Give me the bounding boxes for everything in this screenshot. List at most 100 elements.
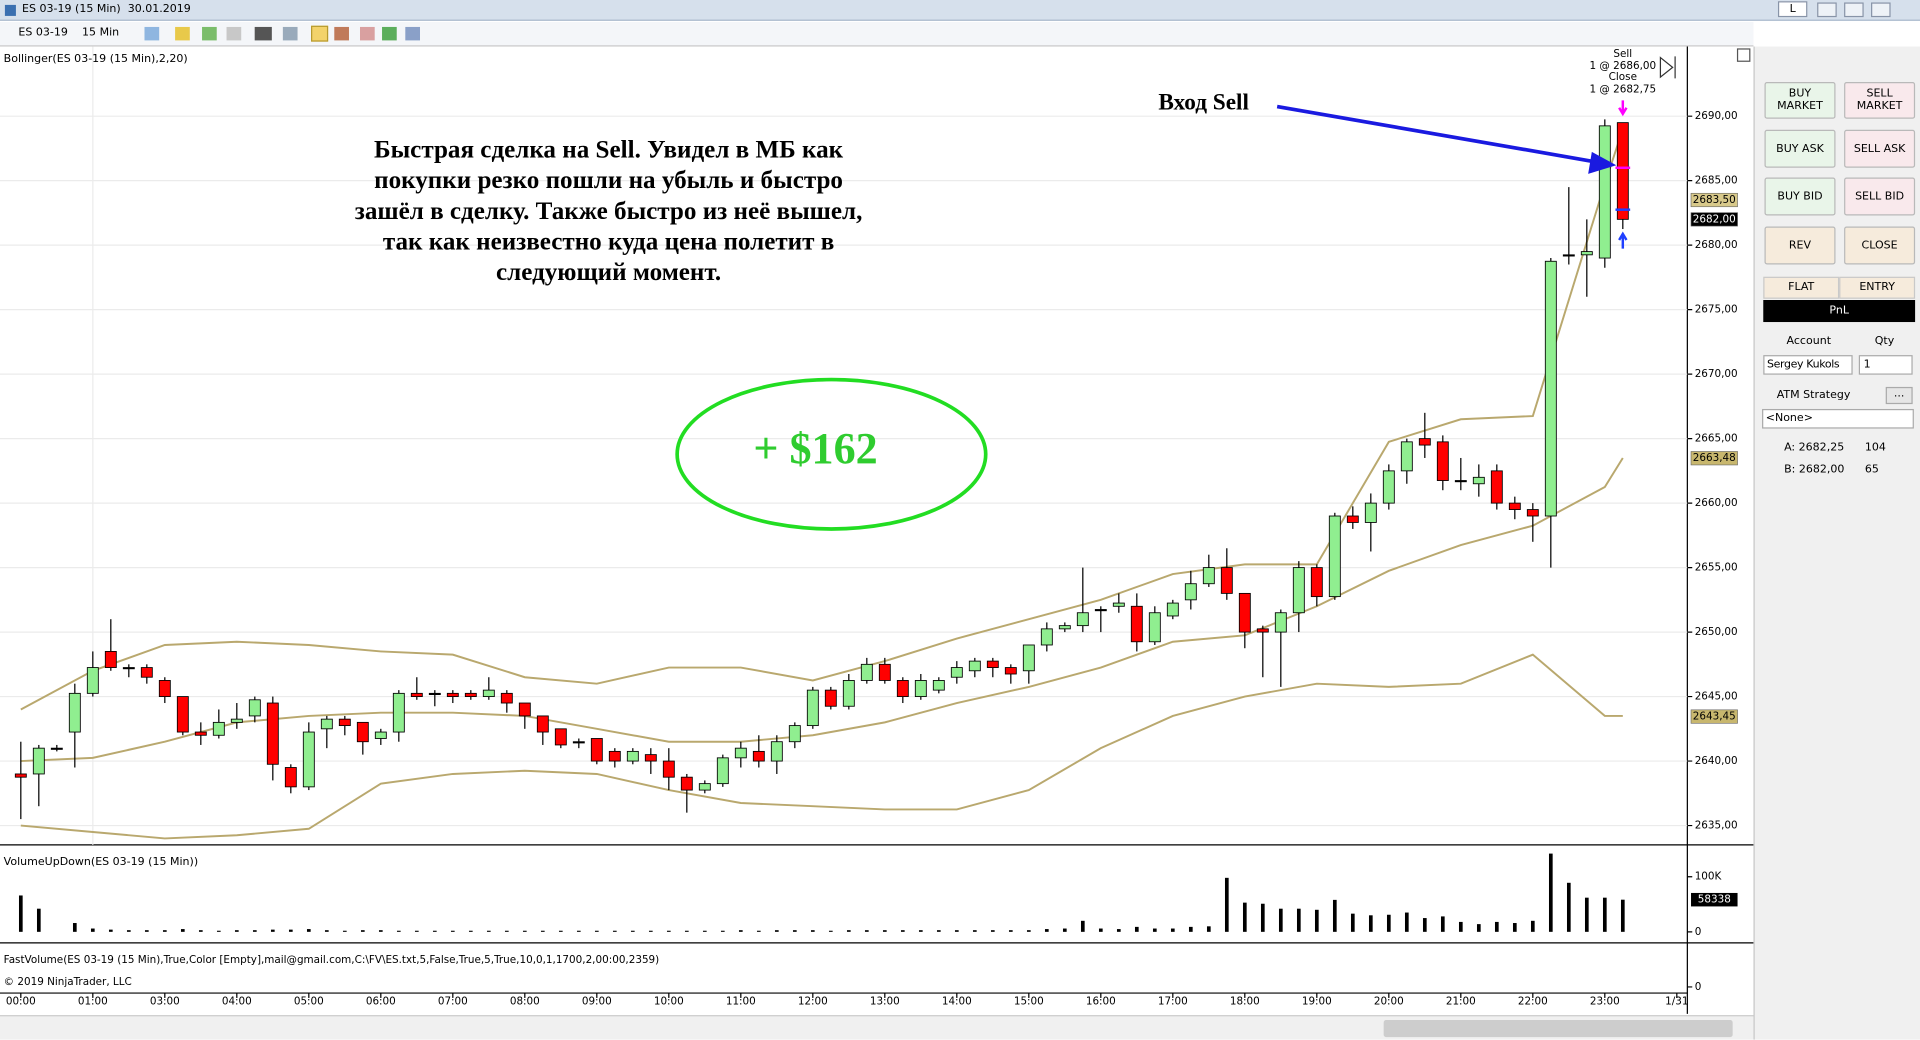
bollinger-middle	[20, 457, 1624, 763]
x-tick-label: 1/31	[1665, 996, 1688, 1008]
volume-bar	[216, 930, 221, 932]
sell-ask-button[interactable]: SELL ASK	[1844, 129, 1916, 168]
y-tick-label: 2675,00	[1695, 304, 1738, 316]
toolbar-icon[interactable]	[334, 26, 349, 41]
candle-body	[1076, 612, 1089, 627]
candle-body	[104, 651, 117, 668]
buy-bid-button[interactable]: BUY BID	[1764, 177, 1836, 216]
close-position-button[interactable]: CLOSE	[1844, 226, 1916, 265]
volume-bar	[126, 930, 131, 932]
x-tick-label: 22:00	[1518, 996, 1548, 1008]
minimize-button[interactable]	[1817, 2, 1837, 18]
candle-body	[356, 721, 369, 743]
x-tick-label: 13:00	[870, 996, 900, 1008]
toolbar-icon[interactable]	[282, 26, 298, 41]
candle-body	[392, 692, 405, 733]
candle-body	[1472, 476, 1485, 485]
toolbar-icon[interactable]	[144, 26, 160, 41]
candle-body	[626, 750, 639, 762]
volume-bar	[684, 930, 689, 932]
candle-body	[1490, 470, 1503, 504]
reverse-button[interactable]: REV	[1764, 226, 1836, 265]
candle-body	[1238, 592, 1251, 633]
volume-bar	[1332, 899, 1337, 932]
toolbar-icon[interactable]	[226, 26, 242, 41]
price-marker	[1690, 709, 1738, 724]
interval-selector[interactable]: 15 Min	[82, 26, 120, 40]
volume-bar	[846, 930, 851, 932]
candle-body	[1310, 567, 1323, 598]
entry-tab[interactable]: ENTRY	[1839, 276, 1916, 299]
volume-bar	[1296, 908, 1301, 932]
account-dropdown[interactable]: Sergey Kukols	[1763, 355, 1853, 375]
trade-label: 1 @ 2682,75	[1590, 83, 1657, 95]
x-tick-label: 18:00	[1230, 996, 1260, 1008]
candle-body	[1220, 567, 1233, 594]
toolbar-icon[interactable]	[405, 26, 421, 41]
candle-body	[212, 721, 225, 736]
volume-bar	[990, 930, 995, 932]
price-marker	[1690, 192, 1738, 208]
panel-f-box	[1736, 48, 1751, 62]
toolbar-icon[interactable]	[254, 26, 272, 41]
volume-bar	[1584, 897, 1589, 932]
volume-bar	[1260, 903, 1265, 932]
candle-body	[266, 702, 279, 765]
x-tick-label: 10:00	[654, 996, 684, 1008]
buy-ask-button[interactable]: BUY ASK	[1764, 129, 1836, 168]
toolbar-icon[interactable]	[175, 26, 190, 41]
volume-bar	[1278, 908, 1283, 932]
candle-body	[1184, 583, 1197, 601]
scroll-thumb[interactable]	[1383, 1020, 1733, 1038]
panel-pin[interactable]	[1897, 51, 1914, 66]
sell-market-button[interactable]: SELL MARKET	[1844, 82, 1916, 119]
candle-body	[374, 731, 387, 739]
sell-bid-button[interactable]: SELL BID	[1844, 177, 1916, 216]
volume-bar	[1476, 924, 1481, 932]
comment-line: Быстрая сделка на Sell. Увидел в МБ как	[374, 137, 844, 164]
atm-dropdown[interactable]: <None>	[1762, 408, 1914, 429]
toolbar-icon[interactable]	[382, 26, 397, 41]
link-button[interactable]: L	[1777, 1, 1808, 18]
ask-size: 104	[1864, 442, 1886, 455]
candle-body	[842, 680, 855, 707]
candle-body	[446, 692, 459, 698]
candle-body	[824, 689, 837, 707]
toolbar-icon[interactable]	[202, 26, 217, 41]
candle-body	[1364, 502, 1377, 523]
toolbar-icon[interactable]	[311, 25, 329, 42]
toolbar-icon[interactable]	[360, 26, 375, 41]
candle-body	[1130, 605, 1143, 643]
qty-label: Qty	[1874, 335, 1895, 348]
bid-size: 65	[1864, 464, 1879, 477]
qty-input[interactable]: 1	[1858, 355, 1913, 375]
close-button[interactable]	[1871, 2, 1891, 18]
candle-body	[1382, 470, 1395, 504]
atm-button[interactable]: ...	[1885, 386, 1913, 405]
profit-ellipse	[675, 377, 988, 531]
candle-body	[1328, 515, 1341, 598]
sell-arrow	[1618, 100, 1628, 117]
maximize-button[interactable]	[1844, 2, 1864, 18]
instrument-selector[interactable]: ES 03-19	[18, 26, 68, 40]
y-tick-label: 2670,00	[1695, 368, 1738, 380]
x-tick-label: 20:00	[1374, 996, 1404, 1008]
volume-bar	[1206, 926, 1211, 932]
copyright: © 2019 NinjaTrader, LLC	[4, 976, 132, 988]
y-tick-label: 0	[1695, 926, 1702, 938]
candle-body	[644, 754, 657, 762]
candle-body	[662, 760, 675, 778]
trade-action: Close	[1609, 71, 1637, 83]
volume-bar	[828, 930, 833, 932]
volume-bar	[774, 930, 779, 932]
candle-body	[1346, 515, 1359, 523]
volume-bar	[1368, 915, 1373, 932]
candle-body	[32, 747, 45, 775]
candle-body	[770, 741, 783, 762]
volume-bar	[414, 930, 419, 932]
x-tick-label: 01:00	[78, 996, 108, 1008]
x-tick-label: 21:00	[1446, 996, 1476, 1008]
buy-market-button[interactable]: BUY MARKET	[1764, 82, 1836, 119]
flat-tab[interactable]: FLAT	[1763, 276, 1840, 299]
title-bar: ES 03-19 (15 Min) 30.01.2019 L	[0, 0, 1920, 21]
